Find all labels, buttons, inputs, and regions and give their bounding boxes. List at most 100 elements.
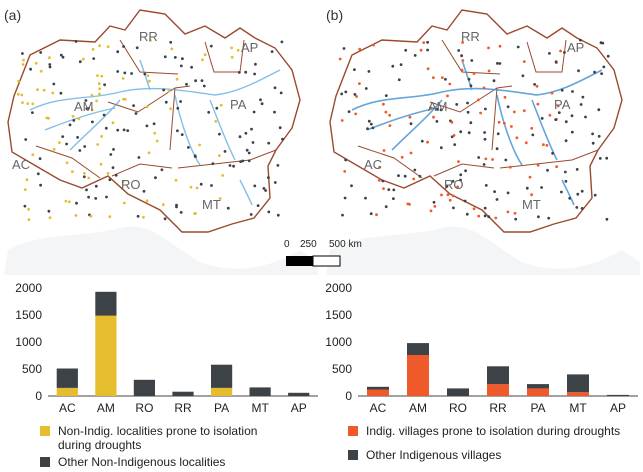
map-point-other: [469, 121, 473, 125]
map-point-other: [176, 106, 180, 110]
map-point-other: [435, 120, 439, 123]
map-point-prone: [461, 41, 464, 44]
state-label-ro-a: RO: [121, 177, 141, 192]
map-point-other: [413, 168, 417, 172]
map-point-prone: [382, 102, 385, 106]
map-point-other: [564, 179, 568, 183]
map-point-other: [164, 100, 168, 104]
legend-item-other-a: Other Non-Indigenous localities: [40, 455, 300, 469]
map-point-prone: [169, 107, 173, 111]
map-point-other: [391, 64, 395, 68]
map-point-other: [273, 110, 276, 114]
x-tick-label-ro: RO: [449, 401, 467, 415]
map-point-prone: [98, 87, 102, 91]
map-point-prone: [530, 193, 533, 197]
map-point-other: [251, 141, 255, 144]
legend-swatch-prone-a: [40, 426, 50, 436]
map-point-prone: [400, 155, 404, 159]
map-point-prone: [452, 134, 456, 137]
map-point-prone: [555, 165, 558, 169]
map-point-prone: [17, 79, 20, 83]
map-point-other: [584, 115, 587, 119]
map-point-other: [200, 79, 204, 82]
x-tick-label-rr: RR: [489, 401, 507, 415]
map-point-other: [392, 197, 395, 201]
map-point-prone: [487, 46, 490, 50]
map-point-other: [169, 40, 173, 44]
panel-letter-b: (b): [326, 7, 343, 23]
map-point-other: [369, 122, 373, 126]
map-point-other: [546, 168, 549, 172]
map-point-prone: [58, 141, 61, 145]
map-point-other: [564, 120, 568, 124]
x-tick-label-pa: PA: [530, 401, 545, 415]
map-point-other: [104, 126, 108, 130]
legend-text-other-a: Other Non-Indigenous localities: [58, 455, 226, 469]
scale-label-250: 250: [300, 239, 317, 250]
map-point-prone: [451, 194, 455, 198]
map-point-prone: [358, 47, 362, 51]
map-point-prone: [214, 120, 218, 123]
map-point-other: [605, 156, 609, 160]
map-point-other: [387, 188, 391, 192]
map-point-prone: [422, 41, 426, 44]
map-point-other: [38, 157, 42, 161]
state-label-ac-a: AC: [12, 157, 30, 172]
map-point-prone: [384, 110, 388, 114]
map-point-other: [576, 192, 580, 196]
map-panel-b: (b) RR AP AM PA AC RO MT: [326, 7, 640, 275]
map-point-prone: [409, 151, 413, 155]
map-point-other: [267, 141, 271, 145]
map-point-other: [593, 193, 597, 197]
map-point-prone: [448, 82, 452, 86]
map-point-other: [78, 149, 82, 152]
map-point-prone: [221, 174, 225, 177]
map-point-prone: [121, 180, 125, 184]
map-point-prone: [377, 178, 381, 182]
map-point-prone: [153, 131, 157, 135]
x-tick-label-ap: AP: [291, 401, 307, 415]
map-point-other: [247, 159, 251, 163]
map-point-other: [253, 72, 256, 76]
bar-chart-b: 0 500 1000 1500 2000 AC AM RO RR PA MT AP: [325, 281, 638, 415]
map-point-other: [52, 82, 56, 86]
map-point-prone: [96, 74, 99, 77]
map-point-other: [102, 113, 106, 117]
map-point-other: [278, 126, 282, 130]
map-point-other: [593, 70, 596, 74]
map-point-other: [103, 83, 106, 87]
state-label-ro-b: RO: [444, 177, 464, 192]
map-point-prone: [201, 58, 204, 62]
map-point-prone: [446, 94, 449, 98]
map-point-other: [163, 55, 167, 59]
map-point-other: [484, 107, 487, 111]
state-label-pa-b: PA: [554, 97, 571, 112]
map-point-other: [162, 88, 166, 92]
map-point-prone: [68, 200, 71, 204]
map-point-prone: [218, 197, 222, 200]
map-point-other: [353, 93, 357, 96]
basemap-land-b: [326, 226, 640, 275]
map-point-prone: [429, 209, 433, 213]
state-label-am-a: AM: [74, 99, 94, 114]
y-tick-label: 0: [345, 389, 352, 403]
map-point-other: [575, 168, 579, 171]
map-point-prone: [106, 171, 110, 175]
map-point-other: [466, 101, 469, 105]
map-point-prone: [524, 141, 528, 145]
map-point-prone: [42, 88, 46, 92]
map-point-prone: [426, 140, 429, 144]
map-point-other: [533, 83, 536, 86]
map-point-other: [160, 168, 164, 172]
x-tick-label-pa: PA: [214, 401, 229, 415]
map-point-other: [597, 134, 601, 138]
map-point-other: [420, 139, 424, 143]
map-point-prone: [108, 215, 112, 219]
map-point-other: [87, 195, 90, 199]
map-point-prone: [48, 56, 51, 60]
map-point-other: [194, 79, 198, 83]
map-point-prone: [448, 198, 452, 202]
map-point-other: [111, 166, 115, 170]
map-point-other: [74, 40, 78, 43]
y-tick-label: 1500: [325, 308, 352, 322]
